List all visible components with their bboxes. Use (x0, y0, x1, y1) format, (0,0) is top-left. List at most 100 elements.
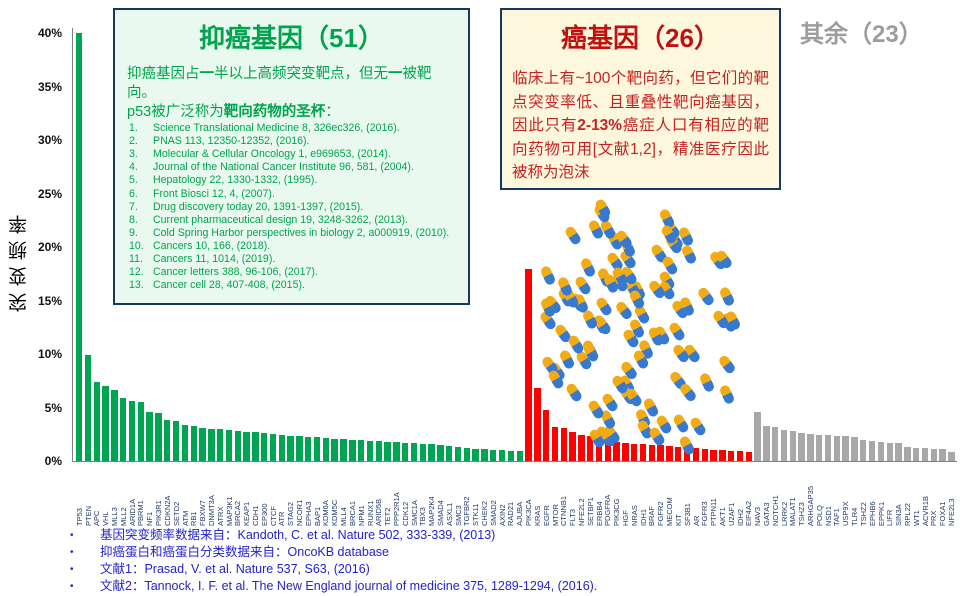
bar-MALAT1 (789, 431, 796, 461)
bar-LIFR (886, 442, 893, 461)
bar-NAV3 (754, 411, 761, 461)
footnote-label: 抑癌蛋白和癌蛋白分类数据来自： (100, 545, 288, 559)
reference-number: 12. (129, 266, 144, 279)
drug-capsule-icon (698, 372, 716, 394)
y-axis-title: 突变频率 (9, 208, 30, 312)
drug-capsule-icon (672, 413, 691, 435)
reference-text: Cancers 10, 166, (2018). (153, 239, 271, 252)
text-segment: 半以上高频突变靶点，但无 (214, 66, 388, 82)
bar-KRAS (534, 388, 541, 461)
bar-NPM1 (357, 440, 365, 461)
gene-label-ARID5B: ARID5B (374, 498, 384, 526)
bar-EIF4A2 (745, 451, 752, 461)
bar-ERBB4 (595, 438, 603, 461)
y-tick-label: 10% (37, 347, 62, 361)
gene-label-NF1: NF1 (145, 511, 155, 526)
reference-text: Cancer letters 388, 96-106, (2017). (153, 266, 318, 279)
bar-MLL4 (340, 439, 347, 461)
bar-ATRX (216, 429, 224, 461)
bar-SETBP1 (586, 436, 594, 461)
text-segment: 临床上有~100个靶向药，但它们的靶点突变率低、且重叠性靶向癌基因，因此只有 (512, 70, 769, 135)
gene-label-ARHGAP35: ARHGAP35 (806, 485, 816, 526)
bar-NFE2L2 (578, 435, 585, 461)
bar-APC (93, 381, 100, 461)
gene-label-MLL4: MLL4 (339, 507, 349, 526)
gene-label-KDM5C: KDM5C (330, 499, 340, 526)
reference-text: Journal of the National Cancer Institute… (153, 161, 414, 174)
gene-label-U2AF1: U2AF1 (726, 502, 736, 526)
bar-U2AF1 (727, 450, 735, 461)
footnote-citation: Tannock, I. F. et al. The New England jo… (144, 579, 598, 593)
gene-label-KIT: KIT (673, 514, 683, 526)
reference-item: 9. Cold Spring Harbor perspectives in bio… (115, 227, 468, 240)
gene-label-LIFR: LIFR (885, 509, 895, 526)
reference-number: 7. (129, 200, 138, 213)
bar-TGFBR2 (463, 447, 471, 461)
reference-number: 10. (129, 239, 144, 252)
bar-SMC3 (454, 447, 462, 461)
gene-label-USP9X: USP9X (841, 501, 851, 526)
bar-MLL3 (111, 390, 118, 461)
gene-label-EPHB6: EPHB6 (867, 501, 877, 526)
bar-PIK3R1 (155, 412, 162, 461)
bar-WT1 (912, 447, 920, 461)
bar-NRAS (631, 443, 638, 461)
drug-capsule-icon (688, 415, 708, 438)
gene-label-NFE2L3: NFE2L3 (946, 498, 956, 526)
reference-number: 11. (129, 253, 143, 266)
reference-number: 9. (129, 226, 138, 239)
gene-label-PIK3CA: PIK3CA (524, 499, 534, 526)
gene-label-SETBP1: SETBP1 (585, 497, 595, 526)
gene-label-FBXW7: FBXW7 (198, 500, 208, 526)
y-tick-label: 30% (37, 133, 62, 147)
bullet-icon: • (70, 530, 74, 541)
tumor-suppressor-box: 抑癌基因（51） 抑癌基因占一半以上高频突变靶点，但无一被靶向。 p53被广泛称… (113, 8, 470, 305)
gene-label-RPL22: RPL22 (902, 503, 912, 526)
gene-label-PPP2R1A: PPP2R1A (391, 492, 401, 526)
bar-TAF1 (833, 435, 841, 461)
bar-VHL (102, 386, 109, 461)
bullet-icon: • (70, 581, 74, 592)
bullet-icon: • (70, 547, 74, 558)
bar-BRCA2 (234, 431, 241, 461)
y-tick-label: 5% (44, 400, 62, 415)
gene-label-ASXL1: ASXL1 (444, 502, 454, 526)
bar-ARID5B (375, 441, 382, 461)
bar-RUNX1 (366, 440, 374, 461)
gene-label-GATA3: GATA3 (761, 502, 771, 526)
bar-CDKN2A (164, 420, 171, 461)
drug-capsule-icon (624, 387, 644, 409)
gene-label-ATRX: ATRX (215, 506, 225, 526)
bar-FOXA1 (939, 449, 946, 461)
bar-TBX3 (419, 443, 426, 461)
others-group-label: 其余（23） (800, 21, 923, 48)
reference-item: 12. Cancer letters 388, 96-106, (2017). (115, 266, 468, 279)
drug-capsule-icon (563, 224, 583, 247)
bar-BAP1 (313, 437, 321, 461)
bar-CDH1 (252, 432, 259, 461)
bar-GATA3 (763, 425, 770, 461)
y-tick-label: 25% (37, 186, 62, 201)
reference-number: 2. (129, 135, 138, 148)
drug-capsule-icon (718, 383, 736, 405)
gene-label-TP53: TP53 (74, 508, 84, 526)
gene-label-DNMT3A: DNMT3A (206, 495, 216, 526)
gene-label-SETD2: SETD2 (171, 501, 181, 526)
gene-label-RB1: RB1 (189, 511, 199, 526)
drug-capsule-icon (667, 320, 687, 343)
bar-NOTCH1 (771, 426, 779, 461)
gene-label-CHEK2: CHEK2 (480, 500, 490, 526)
footnote-label: 基因突变频率数据来自： (100, 528, 238, 542)
text-segment: 一 (199, 66, 215, 82)
bar-CDK12 (401, 442, 409, 461)
footnote-citation: Prasad, V. et al. Nature 537, S63, (2016… (144, 562, 370, 576)
oncogene-box-title: 癌基因（26） (561, 23, 720, 53)
reference-text: Current pharmaceutical design 19, 3248-3… (153, 213, 408, 226)
bar-SETD2 (172, 421, 180, 461)
bar-SIN3A (895, 443, 902, 461)
gene-label-EP300: EP300 (259, 503, 269, 526)
text-segment: 一 (388, 66, 403, 82)
gene-label-PIK3CG: PIK3CG (612, 498, 622, 526)
bar-PRX (930, 448, 937, 461)
